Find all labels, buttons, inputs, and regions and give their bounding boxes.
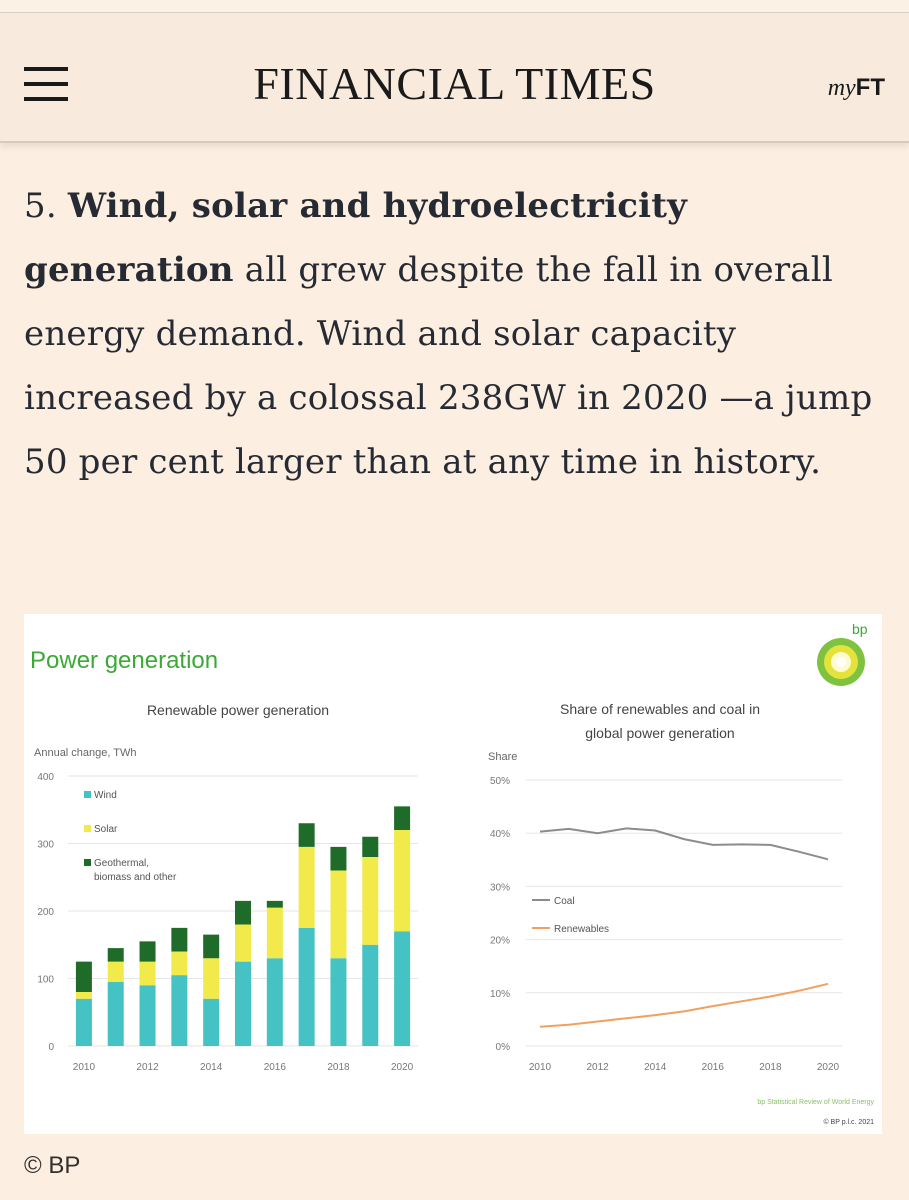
bar-chart-xtick: 2010	[73, 1062, 96, 1073]
article-paragraph: 5. Wind, solar and hydroelectricity gene…	[24, 174, 894, 494]
line-legend-label: Renewables	[554, 924, 609, 935]
bold-lead: Wind, solar and hydroelectricity generat…	[24, 186, 688, 290]
bar-segment-solar	[107, 961, 124, 982]
line-chart-ylabel: Share	[488, 751, 517, 763]
bar-chart-ytick: 300	[37, 840, 54, 851]
bar-segment-geothermal	[266, 900, 283, 908]
bar-chart-xtick: 2012	[136, 1062, 159, 1073]
bar-legend-swatch	[84, 825, 91, 832]
line-chart-xtick: 2020	[817, 1062, 840, 1073]
bar-chart-ylabel: Annual change, TWh	[34, 747, 137, 759]
bar-segment-geothermal	[171, 927, 188, 952]
line-legend-label: Coal	[554, 896, 575, 907]
bar-segment-geothermal	[203, 934, 220, 959]
bar-segment-wind	[394, 931, 411, 1046]
bar-segment-solar	[203, 958, 220, 999]
item-number: 5.	[24, 186, 57, 226]
bar-chart-xtick: 2014	[200, 1062, 223, 1073]
bar-legend-swatch	[84, 791, 91, 798]
hamburger-menu-icon[interactable]	[24, 67, 68, 103]
bar-segment-geothermal	[107, 948, 124, 962]
bar-segment-wind	[139, 985, 156, 1046]
line-chart-ytick: 50%	[490, 776, 510, 787]
line-chart-ytick: 10%	[490, 989, 510, 1000]
bar-segment-solar	[171, 951, 188, 976]
bar-segment-wind	[107, 981, 124, 1046]
chart-figure[interactable]: Power generation bp Renewable power gene…	[24, 614, 882, 1134]
top-strip	[0, 0, 909, 12]
bar-segment-geothermal	[298, 823, 315, 847]
bar-segment-geothermal	[139, 941, 156, 962]
line-chart-title-line1: Share of renewables and coal in	[560, 701, 760, 717]
bar-segment-geothermal	[362, 836, 379, 857]
bar-legend-label: biomass and other	[94, 872, 177, 883]
bar-legend-label: Geothermal,	[94, 858, 149, 869]
bar-segment-wind	[203, 998, 220, 1046]
line-chart-title-line2: global power generation	[585, 725, 734, 741]
bar-segment-solar	[394, 830, 411, 932]
chart-svg: Power generation bp Renewable power gene…	[30, 621, 874, 1126]
bar-segment-wind	[266, 958, 283, 1046]
line-series-renewables	[539, 982, 829, 1028]
bar-segment-geothermal	[75, 961, 92, 992]
bar-segment-wind	[171, 975, 188, 1046]
bar-chart-xtick: 2018	[327, 1062, 350, 1073]
line-chart-ytick: 30%	[490, 882, 510, 893]
bar-segment-geothermal	[330, 846, 347, 871]
paragraph-body: all grew despite the fall in overall ene…	[24, 250, 873, 482]
bar-chart-title: Renewable power generation	[147, 702, 329, 718]
figure-source: bp Statistical Review of World Energy	[757, 1099, 874, 1106]
line-chart-xtick: 2010	[529, 1062, 552, 1073]
bar-chart-ytick: 200	[37, 907, 54, 918]
line-chart-ytick: 20%	[490, 936, 510, 947]
bar-legend-label: Solar	[94, 824, 118, 835]
bar-segment-wind	[298, 927, 315, 1046]
myft-my-text: my	[827, 75, 856, 101]
bp-logo-text: bp	[852, 621, 868, 637]
bar-legend-label: Wind	[94, 790, 117, 801]
bar-chart-xtick: 2016	[264, 1062, 287, 1073]
line-chart: 0% 10% 20% 30% 40% 50% 2010 2012 2014 2016 2018 202…	[490, 776, 842, 1073]
line-chart-xtick: 2014	[644, 1062, 667, 1073]
bar-chart-ytick: 400	[37, 772, 54, 783]
myft-ft-text: FT	[855, 74, 885, 101]
bar-segment-solar	[139, 961, 156, 986]
bar-segment-wind	[235, 961, 251, 1046]
bar-segment-wind	[362, 944, 379, 1046]
bar-legend-swatch	[84, 859, 91, 866]
line-chart-xtick: 2016	[702, 1062, 725, 1073]
bar-segment-wind	[75, 998, 92, 1046]
bar-chart-ytick: 0	[48, 1042, 54, 1053]
line-chart-xtick: 2018	[759, 1062, 782, 1073]
figure-heading: Power generation	[30, 647, 218, 674]
bar-chart-xtick: 2020	[391, 1062, 414, 1073]
site-header: FINANCIAL TIMES myFT	[0, 12, 909, 143]
bar-segment-geothermal	[394, 806, 411, 830]
line-chart-ytick: 0%	[496, 1042, 511, 1053]
image-credit: © BP	[24, 1152, 81, 1179]
line-chart-ytick: 40%	[490, 829, 510, 840]
myft-link[interactable]: myFT	[828, 73, 885, 102]
brand-logo[interactable]: FINANCIAL TIMES	[253, 58, 656, 109]
bar-segment-solar	[75, 992, 92, 999]
bar-segment-solar	[298, 846, 315, 928]
bp-logo-icon: bp	[817, 621, 868, 686]
bar-segment-solar	[266, 907, 283, 959]
bar-segment-solar	[362, 857, 379, 945]
bar-segment-solar	[330, 870, 347, 959]
bar-segment-wind	[330, 958, 347, 1046]
bar-segment-solar	[235, 924, 251, 962]
bar-segment-geothermal	[235, 900, 251, 925]
figure-copyright: © BP p.l.c. 2021	[823, 1118, 874, 1126]
line-chart-xtick: 2012	[586, 1062, 609, 1073]
line-series-coal	[539, 827, 829, 861]
bar-chart-ytick: 100	[37, 975, 54, 986]
bar-chart: 0 100 200 300 400 2010 2012 2014 2016 2018 2020 Win…	[37, 772, 418, 1073]
